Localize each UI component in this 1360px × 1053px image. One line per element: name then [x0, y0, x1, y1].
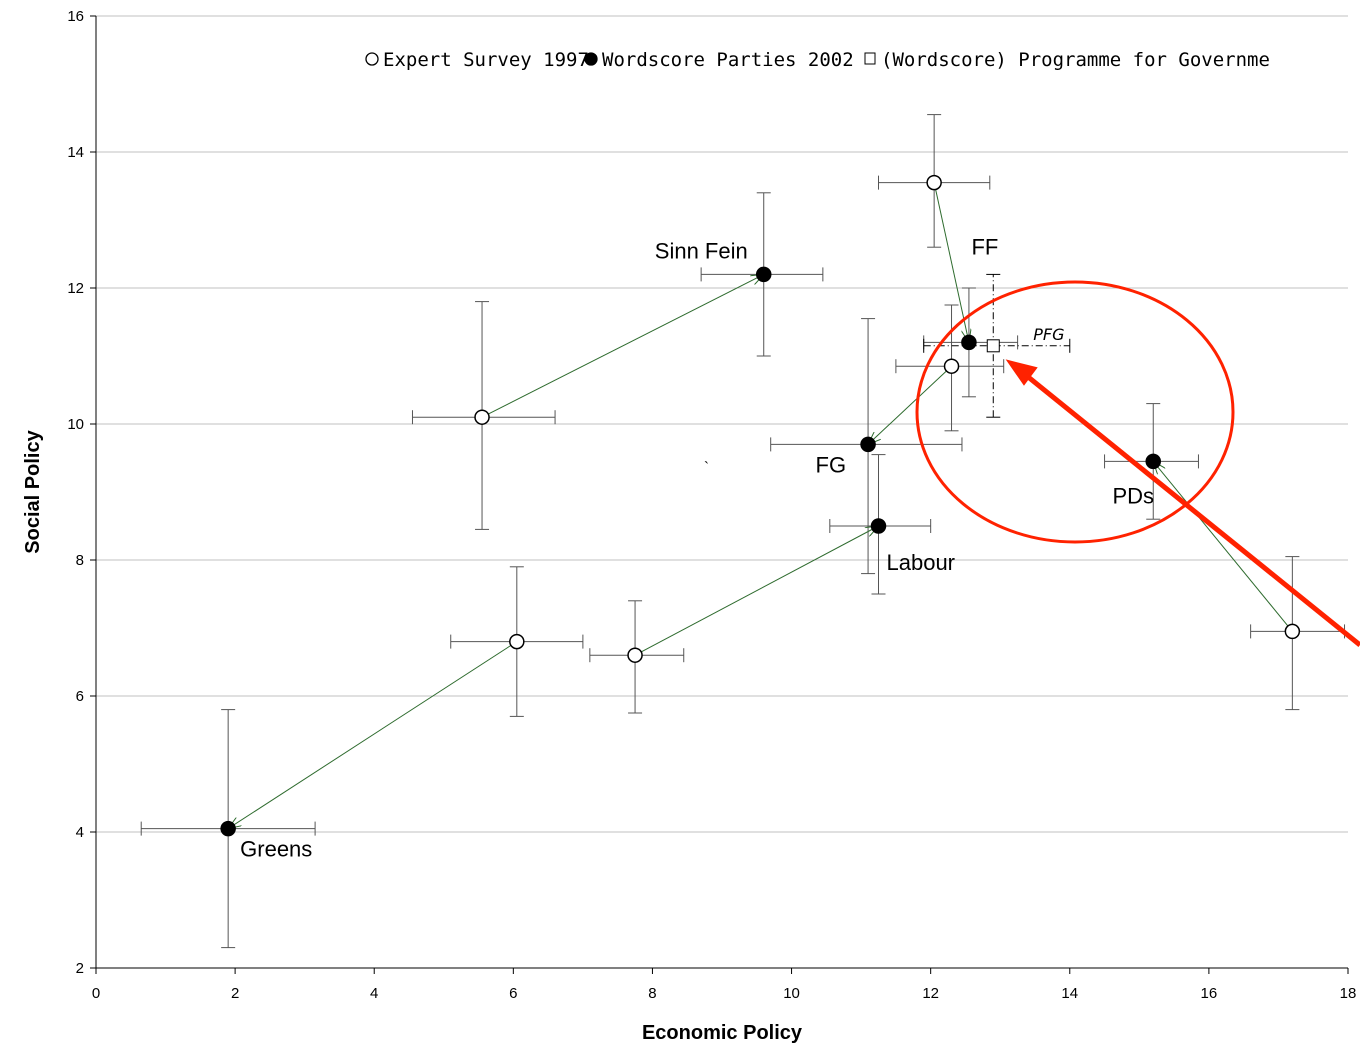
pfg-label: PFG — [1033, 325, 1064, 344]
y-tick-label: 6 — [76, 688, 84, 705]
y-tick-label: 10 — [67, 416, 84, 433]
x-tick-label: 12 — [922, 985, 939, 1002]
highlight-ellipse — [915, 280, 1235, 544]
y-tick-label: 16 — [67, 8, 84, 25]
expert-survey-point — [943, 358, 960, 374]
wordscore-party-point — [755, 266, 772, 283]
movement-arrows — [228, 182, 1293, 829]
x-tick-label: 8 — [648, 985, 656, 1002]
x-tick-label: 0 — [92, 985, 100, 1002]
party-label: FG — [816, 452, 847, 477]
wordscore-party-point — [220, 820, 236, 837]
y-axis-title: Social Policy — [22, 429, 44, 553]
wordscore-party-point — [870, 518, 887, 534]
y-tick-label: 2 — [76, 960, 84, 977]
y-tick-label: 12 — [67, 280, 84, 297]
party-label: Greens — [240, 837, 312, 862]
x-tick-label: 10 — [783, 985, 800, 1002]
movement-arrow — [933, 182, 969, 343]
party-label: PDs — [1112, 483, 1154, 508]
x-tick-label: 18 — [1340, 985, 1357, 1002]
movement-arrow — [228, 641, 518, 829]
legend-entry-label: (Wordscore) Programme for Governme — [881, 49, 1270, 71]
wordscore-party-point — [860, 436, 876, 453]
x-tick-label: 16 — [1201, 985, 1218, 1002]
wordscore-party-point — [1145, 453, 1161, 470]
legend: Expert Survey 1997 Wordscore Parties 2002… — [365, 49, 1270, 71]
expert-survey-point — [926, 174, 942, 191]
y-tick-label: 14 — [67, 144, 84, 161]
movement-arrow — [481, 274, 764, 418]
wordscore-party-point — [961, 334, 977, 351]
party-label: FF — [971, 234, 998, 259]
movement-arrow — [1153, 461, 1293, 632]
stray-mark: ` — [704, 459, 709, 476]
x-axis-title: Economic Policy — [642, 1022, 803, 1044]
legend-entry-label: Wordscore Parties 2002 — [602, 49, 854, 71]
legend-entry-label: Expert Survey 1997 — [383, 49, 589, 71]
x-tick-label: 14 — [1061, 985, 1078, 1002]
movement-arrow — [634, 526, 878, 656]
x-tick-label: 2 — [231, 985, 239, 1002]
annotation-arrowhead — [1005, 359, 1038, 386]
legend-filled-circle-icon — [584, 52, 598, 66]
expert-survey-point — [1284, 623, 1301, 640]
x-tick-label: 4 — [370, 985, 378, 1002]
gridlines — [96, 15, 1348, 833]
expert-survey-point — [627, 647, 643, 663]
annotation-arrow-shaft — [1020, 370, 1360, 647]
legend-open-circle-icon — [365, 52, 379, 66]
programme-point — [986, 339, 1000, 353]
expert-survey-point — [509, 633, 525, 650]
party-label: Labour — [887, 550, 956, 575]
data-points — [220, 174, 1301, 837]
y-tick-label: 4 — [76, 824, 84, 841]
y-tick-label: 8 — [76, 552, 84, 569]
legend-square-icon — [864, 52, 876, 65]
party-label: Sinn Fein — [655, 238, 748, 263]
point-labels: Greens Sinn Fein FG Labour FF PDs PFG ` — [240, 234, 1154, 861]
x-tick-label: 6 — [509, 985, 517, 1002]
annotation — [915, 280, 1360, 647]
expert-survey-point — [474, 409, 490, 425]
movement-arrow — [868, 365, 952, 444]
